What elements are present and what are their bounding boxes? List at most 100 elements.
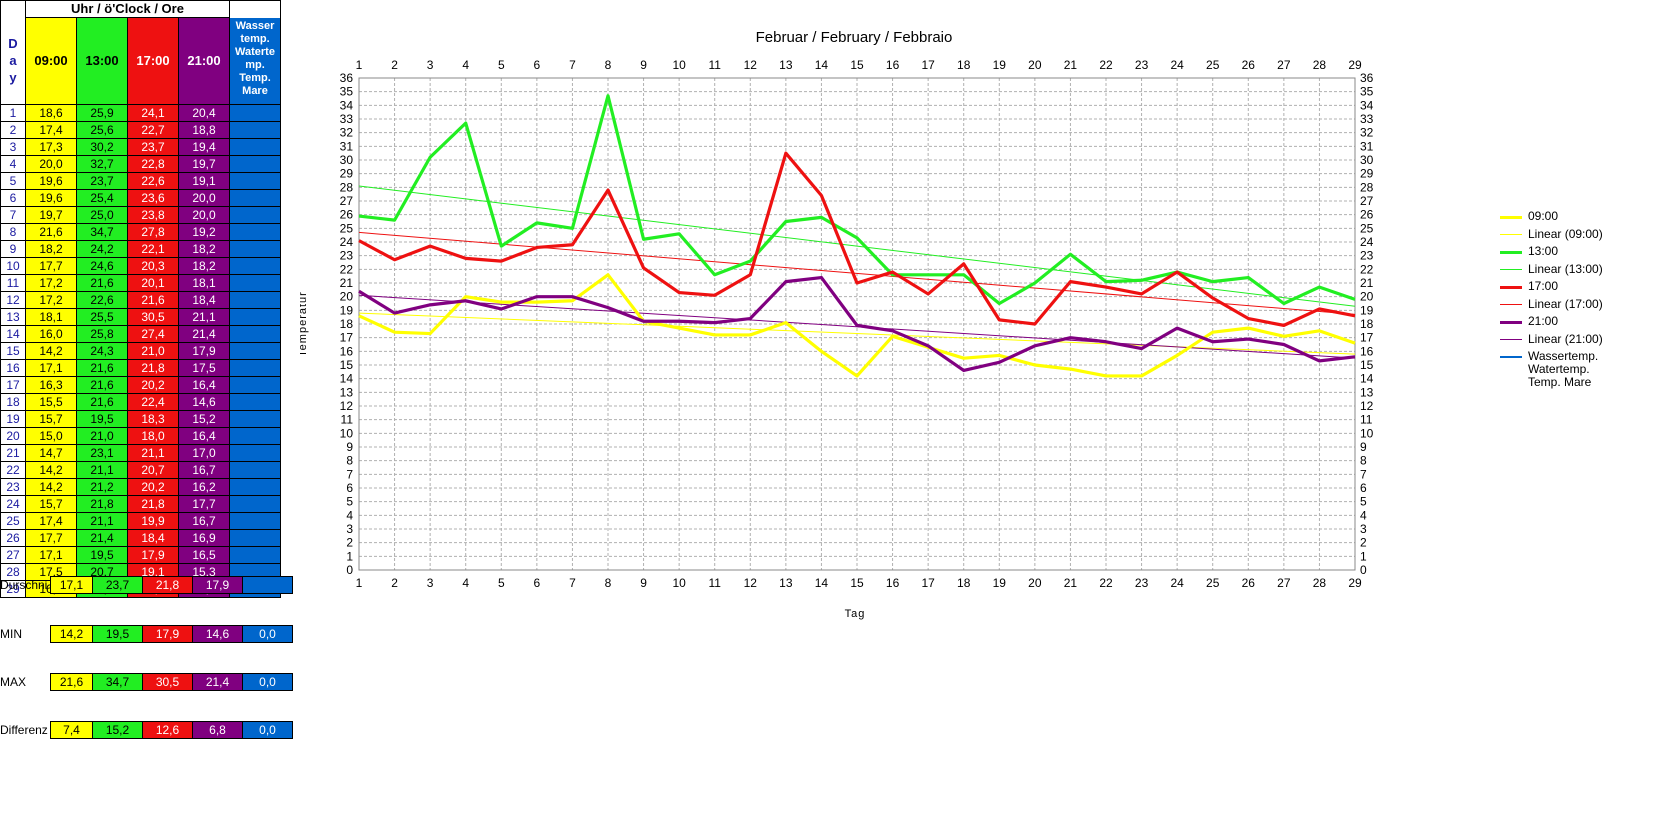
value-cell: 27,4	[127, 325, 179, 343]
value-cell: 19,7	[25, 206, 77, 224]
legend-item: Linear (21:00)	[1500, 332, 1618, 351]
value-cell: 16,9	[178, 529, 230, 547]
value-cell: 23,8	[127, 206, 179, 224]
daily-table: Uhr / ö'Clock / Ore D a y 09:00 13:00 17…	[0, 0, 281, 598]
value-cell: 18,3	[127, 410, 179, 428]
value-cell: 20,2	[127, 478, 179, 496]
y-tick-label-right: 8	[1360, 454, 1367, 468]
table-row: 10 17,7 24,6 20,3 18,2	[0, 257, 281, 275]
water-cell	[229, 342, 281, 360]
x-tick-label-top: 22	[1099, 58, 1113, 72]
summary-cell	[242, 575, 293, 594]
legend-label: Linear (13:00)	[1528, 261, 1603, 276]
value-cell: 18,1	[178, 274, 230, 292]
x-tick-label-top: 19	[993, 58, 1007, 72]
y-tick-label-right: 27	[1360, 194, 1374, 208]
day-cell: 8	[0, 223, 26, 241]
value-cell: 20,4	[178, 104, 230, 122]
day-header: D a y	[0, 17, 26, 105]
y-tick-label-right: 20	[1360, 290, 1374, 304]
x-tick-label-bottom: 22	[1099, 576, 1113, 590]
legend-swatch	[1500, 286, 1522, 289]
summary-label: MIN	[0, 626, 22, 641]
value-cell: 20,0	[178, 189, 230, 207]
water-cell	[229, 410, 281, 428]
header-time-row: D a y 09:00 13:00 17:00 21:00 Wasser tem…	[0, 17, 281, 105]
value-cell: 16,5	[178, 546, 230, 564]
value-cell: 19,9	[127, 512, 179, 530]
day-cell: 2	[0, 121, 26, 139]
temperature-table: Uhr / ö'Clock / Ore D a y 09:00 13:00 17…	[0, 0, 281, 598]
water-cell	[229, 104, 281, 122]
day-cell: 16	[0, 359, 26, 377]
value-cell: 30,2	[76, 138, 128, 156]
summary-cell: 21,8	[142, 575, 193, 594]
value-cell: 17,7	[25, 257, 77, 275]
x-tick-label-bottom: 11	[708, 576, 721, 590]
summary-row: Durschni 17,1 23,7 21,8 17,9	[0, 575, 293, 594]
value-cell: 14,7	[25, 444, 77, 462]
y-tick-label-right: 36	[1360, 71, 1374, 85]
value-cell: 19,4	[178, 138, 230, 156]
summary-row: MAX 21,6 34,7 30,5 21,4 0,0	[0, 672, 293, 691]
value-cell: 24,6	[76, 257, 128, 275]
legend-label: 21:00	[1528, 314, 1559, 328]
value-cell: 23,6	[127, 189, 179, 207]
value-cell: 17,7	[178, 495, 230, 513]
value-cell: 22,4	[127, 393, 179, 411]
value-cell: 25,5	[76, 308, 128, 326]
y-tick-label-right: 1	[1360, 549, 1367, 563]
legend-swatch	[1500, 233, 1522, 235]
y-tick-label-right: 10	[1360, 426, 1374, 440]
x-tick-label-bottom: 1	[356, 576, 363, 590]
y-tick-label-left: 19	[340, 303, 354, 317]
value-cell: 21,4	[76, 529, 128, 547]
legend-item: 21:00	[1500, 315, 1618, 333]
y-tick-label-right: 29	[1360, 167, 1374, 181]
table-row: 4 20,0 32,7 22,8 19,7	[0, 155, 281, 173]
day-cell: 9	[0, 240, 26, 258]
x-tick-label-top: 6	[534, 58, 541, 72]
y-tick-label-left: 30	[340, 153, 354, 167]
table-row: 17 16,3 21,6 20,2 16,4	[0, 376, 281, 394]
x-tick-label-top: 18	[957, 58, 971, 72]
value-cell: 21,8	[76, 495, 128, 513]
value-cell: 27,8	[127, 223, 179, 241]
summary-label: Durschni	[0, 577, 48, 592]
value-cell: 21,1	[127, 444, 179, 462]
table-row: 11 17,2 21,6 20,1 18,1	[0, 274, 281, 292]
value-cell: 15,2	[178, 410, 230, 428]
water-header: Wasser temp. Waterte mp. Temp. Mare	[229, 17, 281, 105]
y-tick-label-left: 21	[340, 276, 354, 290]
summary-cell: 7,4	[50, 720, 93, 739]
table-row: 5 19,6 23,7 22,6 19,1	[0, 172, 281, 190]
value-cell: 30,5	[127, 308, 179, 326]
value-cell: 16,3	[25, 376, 77, 394]
x-tick-label-top: 27	[1277, 58, 1291, 72]
x-tick-label-bottom: 13	[779, 576, 793, 590]
x-tick-label-top: 13	[779, 58, 793, 72]
value-cell: 14,6	[178, 393, 230, 411]
x-tick-label-top: 21	[1064, 58, 1078, 72]
value-cell: 23,7	[76, 172, 128, 190]
x-tick-label-bottom: 20	[1028, 576, 1042, 590]
value-cell: 20,0	[178, 206, 230, 224]
legend-label: 13:00	[1528, 244, 1559, 258]
y-tick-label-left: 6	[346, 481, 353, 495]
value-cell: 25,4	[76, 189, 128, 207]
x-tick-label-bottom: 2	[391, 576, 398, 590]
water-cell	[229, 308, 281, 326]
x-tick-label-top: 28	[1313, 58, 1327, 72]
water-cell	[229, 427, 281, 445]
value-cell: 17,3	[25, 138, 77, 156]
value-cell: 22,8	[127, 155, 179, 173]
y-tick-label-left: 18	[340, 317, 354, 331]
summary-cell: 6,8	[192, 720, 243, 739]
water-cell	[229, 274, 281, 292]
table-row: 9 18,2 24,2 22,1 18,2	[0, 240, 281, 258]
x-tick-label-top: 24	[1170, 58, 1184, 72]
y-tick-label-right: 30	[1360, 153, 1374, 167]
value-cell: 23,7	[127, 138, 179, 156]
value-cell: 18,4	[127, 529, 179, 547]
water-cell	[229, 138, 281, 156]
